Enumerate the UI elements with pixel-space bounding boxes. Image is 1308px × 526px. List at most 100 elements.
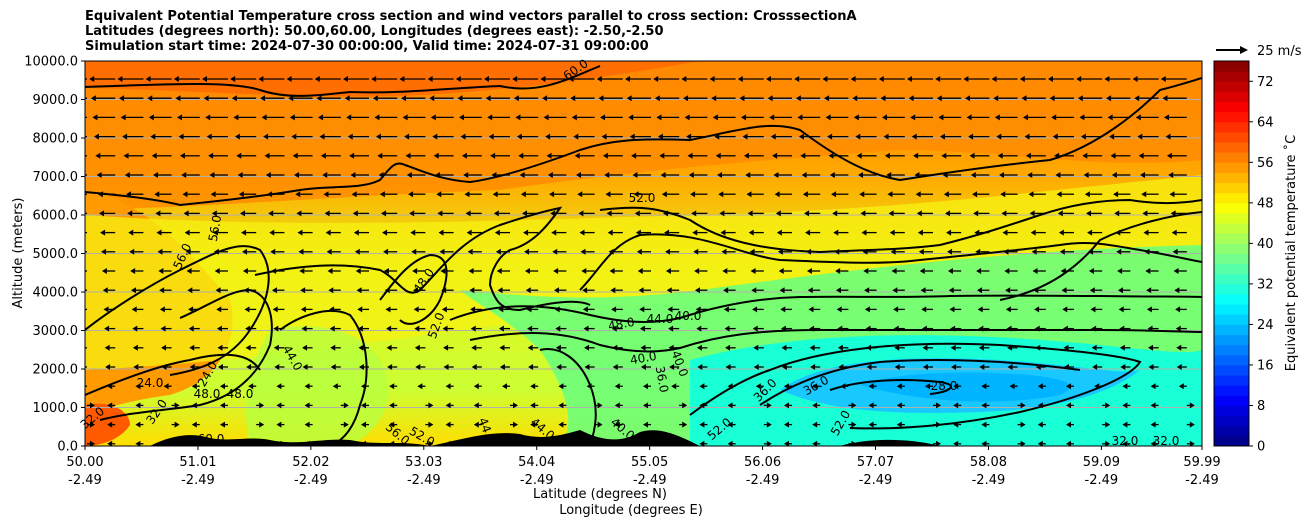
wind-arrow-icon: [1077, 95, 1083, 102]
wind-arrow-icon: [775, 210, 781, 217]
wind-arrow-icon: [610, 287, 616, 294]
wind-arrow-icon: [1028, 191, 1034, 198]
wind-arrow-icon: [1140, 172, 1146, 178]
wind-arrow-icon: [784, 383, 789, 390]
wind-arrow-icon: [751, 287, 757, 294]
wind-arrow-icon: [387, 364, 393, 370]
wind-arrow-icon: [1066, 402, 1071, 409]
colorbar-frame: [1213, 60, 1250, 447]
wind-arrow-icon: [1035, 364, 1041, 370]
wind-arrow-icon: [892, 287, 898, 294]
wind-arrow-icon: [301, 325, 307, 332]
wind-arrow-icon: [276, 402, 282, 409]
wind-arrow-icon: [263, 133, 269, 140]
wind-arrow-icon: [64, 114, 69, 120]
wind-arrow-icon: [862, 248, 868, 255]
wind-arrow-icon: [286, 76, 292, 82]
wind-arrow-icon: [485, 95, 491, 102]
x-tick-label-lat: 55.05: [631, 455, 668, 470]
contour-label: 36.0: [653, 365, 671, 394]
wind-arrow-icon: [488, 133, 494, 140]
wind-arrow-icon: [643, 421, 648, 428]
contour-label: 48.0: [607, 315, 636, 333]
wind-arrow-icon: [1178, 383, 1184, 390]
wind-arrow-icon: [97, 191, 103, 198]
wind-arrow-icon: [636, 248, 642, 255]
wind-arrow-icon: [276, 440, 282, 446]
wind-arrow-icon: [433, 152, 439, 159]
wind-arrow-icon: [244, 306, 250, 313]
wind-arrow-icon: [864, 306, 870, 313]
wind-arrow-icon: [518, 152, 524, 159]
wind-arrow-icon: [95, 152, 101, 159]
x-tick-label-lon: -2.49: [181, 473, 215, 488]
wind-arrow-icon: [718, 191, 724, 198]
wind-arrow-icon: [189, 364, 195, 370]
y-tick-label: 6000.0: [33, 209, 79, 224]
wind-arrow-icon: [812, 383, 818, 390]
wind-arrow-icon: [441, 287, 447, 294]
wind-arrow-icon: [632, 172, 638, 178]
wind-arrow-icon: [766, 76, 771, 82]
wind-arrow-icon: [399, 76, 405, 82]
wind-arrow-icon: [1143, 229, 1149, 236]
wind-arrow-icon: [151, 152, 157, 159]
wind-arrow-icon: [107, 383, 113, 390]
wind-arrow-icon: [661, 191, 667, 198]
wind-arrow-icon: [1019, 76, 1025, 82]
wind-arrow-icon: [1146, 287, 1152, 294]
colorbar-tick-label: 8: [1257, 399, 1265, 414]
wind-arrow-icon: [794, 76, 800, 82]
wind-arrow-icon: [981, 383, 987, 390]
wind-arrow-icon: [574, 152, 580, 159]
wind-arrow-icon: [558, 402, 564, 409]
wind-arrow-icon: [637, 268, 643, 274]
contour-label: 52.0: [629, 191, 656, 205]
wind-arrow-icon: [633, 191, 639, 198]
contour-60: [85, 65, 601, 97]
wind-arrow-icon: [175, 95, 181, 102]
wind-arrow-icon: [540, 76, 546, 82]
wind-arrow-icon: [570, 95, 576, 102]
wind-arrow-icon: [191, 421, 197, 428]
y-tick-label: 1000.0: [33, 401, 79, 416]
wind-arrow-icon: [715, 152, 721, 159]
wind-arrow-icon: [970, 172, 976, 178]
wind-arrow-icon: [643, 402, 648, 409]
y-axis-label: Altitude (meters): [11, 198, 26, 309]
wind-arrow-icon: [1135, 114, 1141, 121]
wind-arrow-icon: [492, 191, 498, 198]
wind-arrow-icon: [343, 76, 348, 82]
wind-arrow-icon: [498, 325, 504, 332]
wind-arrow-icon: [350, 172, 356, 178]
wind-arrow-icon: [554, 306, 560, 313]
wind-arrow-icon: [1148, 344, 1154, 351]
wind-arrow-icon: [389, 383, 395, 390]
contour-label: 60.0: [198, 432, 225, 446]
wind-arrow-icon: [439, 248, 445, 255]
wind-arrow-icon: [635, 229, 641, 236]
wind-arrow-icon: [991, 76, 997, 82]
colorbar-segment: [1214, 283, 1249, 295]
contour-52-left: [85, 353, 261, 396]
x-axis: 50.00 -2.49 51.01 -2.49 52.02 -2.49 53.03 -2.49…: [66, 446, 1221, 488]
wind-arrow-icon: [939, 133, 945, 140]
wind-arrow-icon: [332, 383, 338, 390]
wind-arrow-icon: [779, 287, 785, 294]
colorbar-segment: [1214, 304, 1249, 315]
wind-arrow-icon: [665, 268, 671, 274]
wind-arrow-icon: [766, 402, 772, 409]
wind-key-label: 25 m/s: [1257, 44, 1302, 59]
wind-arrow-icon: [896, 402, 902, 409]
wind-arrow-icon: [209, 172, 215, 178]
wind-arrow-icon: [887, 191, 893, 198]
wind-arrow-icon: [520, 191, 526, 198]
wind-arrow-icon: [1060, 268, 1066, 274]
wind-arrow-icon: [741, 114, 747, 121]
wind-arrow-icon: [409, 210, 415, 217]
wind-arrow-icon: [513, 95, 519, 102]
wind-arrow-icon: [268, 210, 274, 217]
wind-arrow-icon: [851, 421, 857, 428]
wind-arrow-icon: [1055, 172, 1061, 178]
wind-arrow-icon: [684, 114, 690, 121]
